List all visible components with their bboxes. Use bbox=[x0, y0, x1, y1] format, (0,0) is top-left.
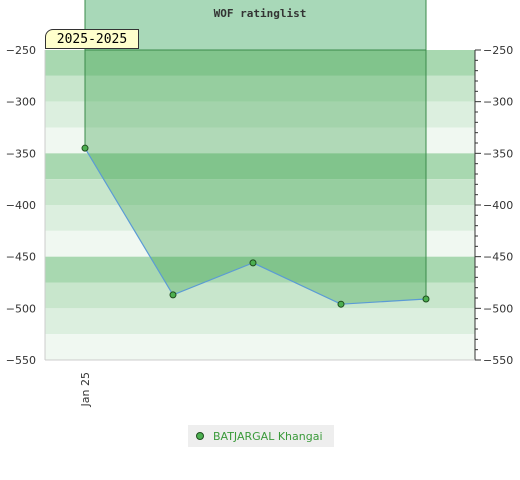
background-band bbox=[45, 308, 475, 335]
series-area bbox=[85, 50, 426, 305]
data-point bbox=[422, 295, 430, 303]
background-band bbox=[45, 282, 475, 309]
y-tick-label-left: −300 bbox=[6, 96, 36, 109]
data-point bbox=[337, 300, 345, 308]
background-band bbox=[45, 127, 475, 154]
chart-title: WOF ratinglist bbox=[214, 7, 307, 20]
y-tick-label-right: −350 bbox=[483, 147, 513, 160]
period-badge: 2025-2025 bbox=[45, 29, 139, 49]
background-band bbox=[45, 256, 475, 283]
legend-label: BATJARGAL Khangai bbox=[213, 429, 323, 443]
y-tick-label-left: −250 bbox=[6, 44, 36, 57]
area-overflow bbox=[85, 0, 426, 50]
background-band bbox=[45, 75, 475, 102]
y-tick-label-left: −350 bbox=[6, 147, 36, 160]
data-point bbox=[81, 144, 89, 152]
y-tick-label-right: −550 bbox=[483, 354, 513, 367]
background-band bbox=[45, 230, 475, 257]
y-tick-label-left: −400 bbox=[6, 199, 36, 212]
legend[interactable]: BATJARGAL Khangai bbox=[188, 425, 334, 447]
background-band bbox=[45, 153, 475, 180]
y-tick-label-right: −300 bbox=[483, 96, 513, 109]
y-ticks: −250 −250 −300 −300 −350 −350 −400 −400 −450 −450… bbox=[6, 44, 513, 367]
data-point bbox=[169, 291, 177, 299]
y-tick-label-left: −500 bbox=[6, 302, 36, 315]
background-band bbox=[45, 334, 475, 360]
area-layer bbox=[81, 0, 430, 308]
x-tick-label: Jan 25 bbox=[79, 372, 92, 407]
background-band bbox=[45, 101, 475, 128]
y-tick-label-left: −450 bbox=[6, 251, 36, 264]
legend-marker-icon bbox=[196, 432, 204, 440]
y-tick-label-left: −550 bbox=[6, 354, 36, 367]
background-bands bbox=[45, 50, 475, 360]
background-band bbox=[45, 205, 475, 231]
y-tick-label-right: −500 bbox=[483, 302, 513, 315]
y-tick-label-right: −400 bbox=[483, 199, 513, 212]
y-tick-label-right: −250 bbox=[483, 44, 513, 57]
data-point bbox=[249, 259, 257, 267]
x-ticks: Jan 25 bbox=[79, 372, 92, 407]
background-band bbox=[45, 50, 475, 76]
y-tick-label-right: −450 bbox=[483, 251, 513, 264]
